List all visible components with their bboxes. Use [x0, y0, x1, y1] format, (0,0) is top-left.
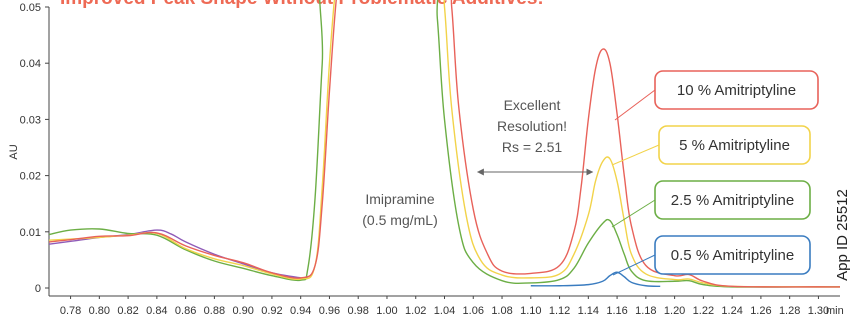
x-tick-label: 1.00 [376, 305, 397, 317]
x-tick-label: 0.84 [146, 305, 167, 317]
y-axis-title: AU [8, 144, 20, 159]
resolution-label-line: Rs = 2.51 [502, 139, 563, 155]
app-id-label: App ID 25512 [834, 189, 851, 281]
chart-title: Improved Peak Shape Without Problematic … [60, 0, 544, 9]
x-tick-label: 1.22 [693, 305, 714, 317]
x-tick-label: 0.90 [232, 305, 253, 317]
legend-leader-line [612, 254, 656, 276]
axes: 0 0.01 0.02 0.03 0.04 0.05 0.78 0.80 0.82 0.84 0.8… [8, 2, 844, 317]
legend-label: 5 % Amitriptyline [679, 137, 790, 154]
series-line-0-5-amitriptyline [530, 271, 661, 288]
x-tick-label: 1.28 [779, 305, 800, 317]
x-tick-label: 0.78 [60, 305, 81, 317]
x-tick-label: 0.96 [319, 305, 340, 317]
legend-box [658, 125, 811, 165]
x-tick-label: 0.94 [290, 305, 311, 317]
y-tick-label: 0.02 [20, 171, 41, 183]
x-tick-label: 0.86 [175, 305, 196, 317]
y-tick-label: 0 [35, 283, 41, 295]
legend-box [654, 70, 819, 110]
x-tick-label: 1.12 [549, 305, 570, 317]
x-tick-label: 1.24 [721, 305, 742, 317]
legend-box [654, 235, 811, 275]
legend-label: 10 % Amitriptyline [677, 82, 796, 99]
y-tick-label: 0.03 [20, 114, 41, 126]
x-axis-title: min [826, 305, 844, 317]
x-tick-label: 1.30 [808, 305, 829, 317]
series-line-10-amitriptyline [49, 0, 840, 288]
legend-leader-line [611, 144, 660, 166]
series-layer [49, 0, 840, 288]
x-tick-label: 1.26 [750, 305, 771, 317]
x-tick-label: 1.06 [463, 305, 484, 317]
x-tick-label: 1.16 [606, 305, 627, 317]
x-tick-label: 1.14 [578, 305, 599, 317]
y-tick-label: 0.01 [20, 227, 41, 239]
legend: 10 % Amitriptyline 5 % Amitriptyline 2.5 %… [611, 70, 819, 276]
x-tick-label: 0.80 [89, 305, 110, 317]
x-tick-label: 1.10 [520, 305, 541, 317]
x-tick-label: 1.04 [434, 305, 455, 317]
legend-leader-line [611, 199, 656, 228]
legend-label: 2.5 % Amitriptyline [671, 192, 794, 209]
series-line-2-5-amitriptyline [49, 0, 840, 288]
peak-label-line: (0.5 mg/mL) [362, 212, 437, 228]
x-tick-label: 1.08 [491, 305, 512, 317]
resolution-label-line: Resolution! [497, 118, 567, 134]
x-tick-label: 1.20 [664, 305, 685, 317]
x-tick-label: 0.98 [347, 305, 368, 317]
legend-leader-line [614, 89, 656, 121]
x-tick-label: 1.18 [635, 305, 656, 317]
annotation-layer: Excellent Resolution! Rs = 2.51 Imipramine (… [362, 97, 594, 228]
legend-label: 0.5 % Amitriptyline [671, 247, 794, 264]
resolution-label-line: Excellent [504, 97, 561, 113]
x-tick-label: 0.88 [204, 305, 225, 317]
series-line-5-amitriptyline [49, 0, 840, 288]
x-tick-label: 1.02 [405, 305, 426, 317]
x-tick-label: 0.92 [261, 305, 282, 317]
y-tick-label: 0.04 [20, 58, 41, 70]
x-tick-label: 0.82 [117, 305, 138, 317]
legend-box [654, 180, 811, 220]
peak-label-line: Imipramine [365, 191, 434, 207]
y-tick-label: 0.05 [20, 2, 41, 14]
